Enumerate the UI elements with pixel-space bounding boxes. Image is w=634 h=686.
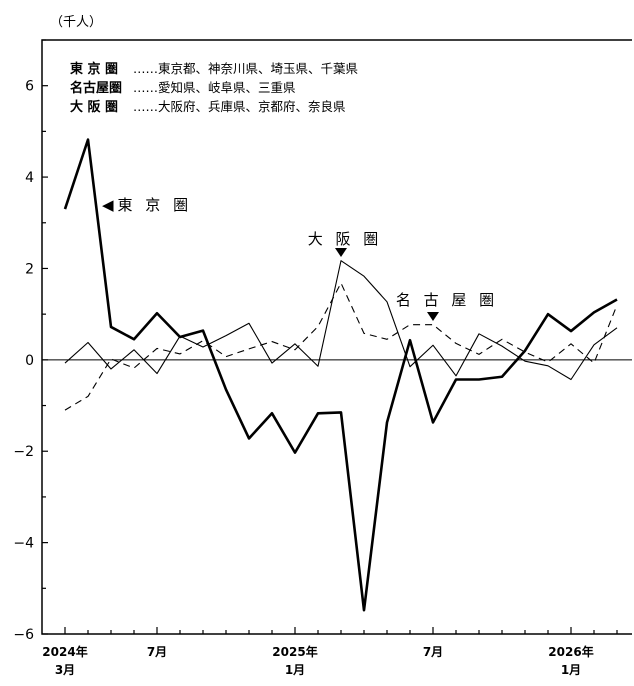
annotation-tokyo: ◀東 京 圏 <box>102 196 192 214</box>
y-tick-label: 0 <box>25 353 34 369</box>
series-layer <box>63 138 618 612</box>
plot-frame <box>41 39 632 635</box>
y-tick-label: 2 <box>25 261 34 277</box>
legend-key: 大 阪 圏 <box>70 99 118 115</box>
series-line <box>64 260 618 381</box>
x-tick-label: 2024年 <box>42 644 87 659</box>
y-tick-label: 4 <box>25 170 34 186</box>
y-tick-label: −4 <box>13 536 34 552</box>
y-tick-label: −2 <box>13 444 34 460</box>
x-tick-label: 2026年 <box>548 644 593 659</box>
legend-desc: ……愛知県、岐阜県、三重県 <box>133 80 296 95</box>
y-axis-unit-label: （千人） <box>50 15 102 30</box>
legend-key: 東 京 圏 <box>70 61 118 77</box>
x-tick-label-month: 1月 <box>285 663 305 677</box>
y-tick-label: −6 <box>13 627 34 643</box>
series-line <box>64 282 618 411</box>
annotation-pointer <box>335 248 347 257</box>
legend-desc: ……大阪府、兵庫県、京都府、奈良県 <box>133 99 346 114</box>
legend-key: 名古屋圏 <box>70 80 122 96</box>
legend-desc: ……東京都、神奈川県、埼玉県、千葉県 <box>133 61 358 76</box>
annotation-pointer <box>427 312 439 321</box>
annotation-nagoya: 名 古 屋 圏 <box>396 291 498 309</box>
y-tick-label: 6 <box>25 79 34 95</box>
x-tick-label: 7月 <box>423 645 443 659</box>
x-tick-label: 2025年 <box>272 644 317 659</box>
annotation-osaka: 大 阪 圏 <box>308 230 383 248</box>
x-tick-label: 7月 <box>147 645 167 659</box>
annotations: ◀東 京 圏大 阪 圏名 古 屋 圏 <box>102 196 498 321</box>
x-tick-label-month: 3月 <box>55 663 75 677</box>
axes: 6 4 2 0 −2 −4 −6 2024年 3月 7月 2025年 1月 7月 2026年 1月 <box>13 39 632 677</box>
x-tick-label-month: 1月 <box>561 663 581 677</box>
series-line <box>63 138 618 612</box>
